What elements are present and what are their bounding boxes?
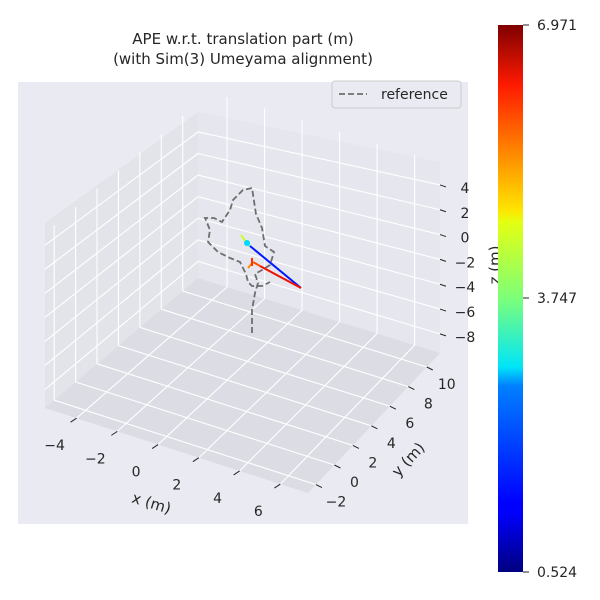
legend-label-reference: reference	[381, 87, 448, 103]
z-tick-mark	[439, 234, 447, 238]
reference-trajectory	[203, 186, 276, 333]
x-tick-label: 4	[213, 491, 222, 507]
z-axis: 4 2 0 −2 −4 −6 −8	[439, 181, 476, 346]
gridline-z	[44, 217, 199, 342]
z-tick-mark	[439, 308, 447, 312]
y-tick-label: 8	[424, 397, 433, 413]
z-tick-mark	[439, 258, 447, 262]
z-tick-label: 2	[461, 206, 470, 222]
y-tick-mark	[426, 366, 434, 371]
y-tick-label: −2	[326, 495, 347, 511]
x-tick-label: 0	[132, 465, 141, 481]
y-tick-mark	[315, 484, 323, 489]
y-tick-mark	[352, 444, 360, 449]
x-tick-mark	[70, 417, 77, 423]
legend: reference	[331, 80, 462, 109]
estimated-trajectory	[240, 234, 302, 289]
gridline-y	[96, 363, 354, 446]
gridline-z	[197, 239, 441, 310]
trajectory-segment	[259, 265, 302, 289]
gridline-z	[44, 131, 199, 246]
gridline-x	[157, 309, 303, 445]
z-tick-mark	[439, 184, 447, 188]
z-tick-label: 0	[461, 231, 470, 247]
y-tick-label: 10	[438, 377, 456, 393]
gridline-y	[54, 399, 317, 486]
gridline-x	[239, 333, 378, 472]
z-tick-mark	[439, 283, 447, 287]
gridline-x	[76, 286, 228, 419]
z-tick-label: −2	[455, 255, 476, 271]
y-tick-label: 2	[368, 455, 377, 471]
gridline-x	[198, 321, 340, 459]
gridline-y	[139, 326, 391, 407]
gridline-z	[197, 196, 441, 260]
x-tick-mark	[111, 430, 118, 436]
colorbar-label-min: 0.524	[537, 565, 577, 581]
y-tick-label: 6	[405, 416, 414, 432]
gridline-z	[44, 196, 199, 318]
x-tick-label: −4	[44, 438, 65, 454]
gridline-z	[44, 239, 199, 366]
gridline-y	[118, 345, 372, 427]
y-tick-mark	[408, 386, 415, 391]
y-tick-label: 4	[387, 436, 396, 452]
colorbar-gradient	[498, 25, 523, 572]
x-tick-mark	[192, 457, 200, 463]
pane-back-right	[198, 112, 440, 353]
x-tick-mark	[233, 470, 240, 476]
gridline-y	[161, 308, 409, 388]
legend-box	[331, 80, 462, 109]
z-tick-label: −6	[455, 305, 476, 321]
x-tick-label: 6	[254, 504, 263, 520]
gridline-z	[197, 152, 441, 211]
colorbar-label-max: 6.971	[537, 18, 577, 34]
trajectory-segment	[249, 245, 302, 289]
gridline-z	[197, 260, 441, 335]
x-tick-mark	[151, 444, 159, 449]
z-tick-label: 4	[461, 181, 470, 197]
chart-title-line1: APE w.r.t. translation part (m)	[132, 30, 353, 48]
x-tick-label: −2	[85, 451, 106, 467]
y-tick-mark	[334, 464, 341, 469]
gridline-x	[279, 344, 415, 485]
gridline-x	[116, 298, 265, 432]
chart-title-line2: (with Sim(3) Umeyama alignment)	[113, 50, 373, 68]
colorbar: 6.971 3.747 0.524	[498, 18, 577, 581]
gridline-y	[182, 290, 427, 368]
gridline-z	[197, 131, 441, 186]
gridline-y	[75, 381, 335, 466]
gridlines	[44, 97, 441, 486]
x-tick-mark	[274, 483, 281, 489]
z-tick-label: −8	[455, 330, 476, 346]
trajectory-segment	[252, 261, 261, 267]
z-tick-label: −4	[455, 280, 476, 296]
gridline-z	[44, 153, 199, 270]
x-axis: −4 −2 0 2 4 6	[44, 417, 281, 520]
gridline-z	[44, 174, 199, 294]
colorbar-label-mid: 3.747	[537, 291, 577, 307]
trajectory-start-point	[244, 240, 250, 246]
x-tick-label: 2	[172, 478, 181, 494]
y-tick-mark	[389, 405, 397, 410]
gridline-z	[197, 217, 441, 285]
gridline-z	[197, 174, 441, 236]
gridline-z	[44, 260, 199, 390]
z-tick-mark	[439, 209, 447, 213]
y-tick-label: 0	[350, 475, 359, 491]
y-tick-mark	[371, 425, 378, 430]
z-tick-mark	[439, 333, 447, 337]
